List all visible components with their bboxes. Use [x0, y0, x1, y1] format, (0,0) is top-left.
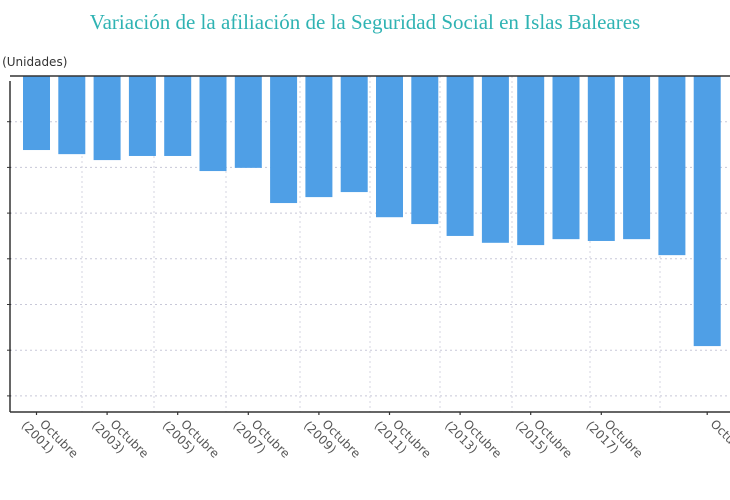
y-axis-label: s (Unidades): [0, 55, 68, 69]
x-tick-label: Octubre(2011): [372, 417, 434, 461]
bar: [199, 76, 227, 172]
bar: [376, 76, 403, 218]
bar: [164, 76, 192, 156]
bar: [93, 76, 121, 161]
x-tick-label: Octubre(2001): [19, 417, 81, 461]
x-tick-label-line1: Octubre: [708, 417, 730, 461]
x-tick-labels: Octubre(2001) Octubre(2003) Octubre(2005) O…: [19, 412, 730, 461]
chart-title: Variación de la afiliación de la Segurid…: [89, 10, 641, 34]
bar: [305, 76, 333, 198]
bar: [58, 76, 86, 155]
bar: [23, 76, 50, 151]
bars: [23, 76, 721, 347]
bar: [128, 76, 156, 156]
bar: [693, 76, 721, 347]
bar: [658, 76, 686, 256]
x-tick-label: Octubre(2009): [301, 417, 363, 461]
bar: [517, 76, 545, 246]
x-tick-label: Octubre(2013): [442, 417, 504, 461]
bar: [340, 76, 368, 193]
x-tick-label: Octubre(2015): [513, 417, 575, 461]
bar: [234, 76, 262, 168]
bar: [481, 76, 509, 243]
bar: [411, 76, 439, 225]
x-tick-label: Octubre(2005): [160, 417, 222, 461]
bar: [552, 76, 580, 240]
x-tick-label: Octubre(2007): [230, 417, 292, 461]
bar: [587, 76, 615, 241]
x-tick-label: Octubre(2017): [583, 417, 645, 461]
bar: [446, 76, 474, 236]
x-tick-label: Octubre: [708, 417, 730, 461]
bar: [623, 76, 651, 240]
x-tick-label: Octubre(2003): [89, 417, 151, 461]
axes: [9, 75, 730, 413]
bar: [270, 76, 298, 204]
